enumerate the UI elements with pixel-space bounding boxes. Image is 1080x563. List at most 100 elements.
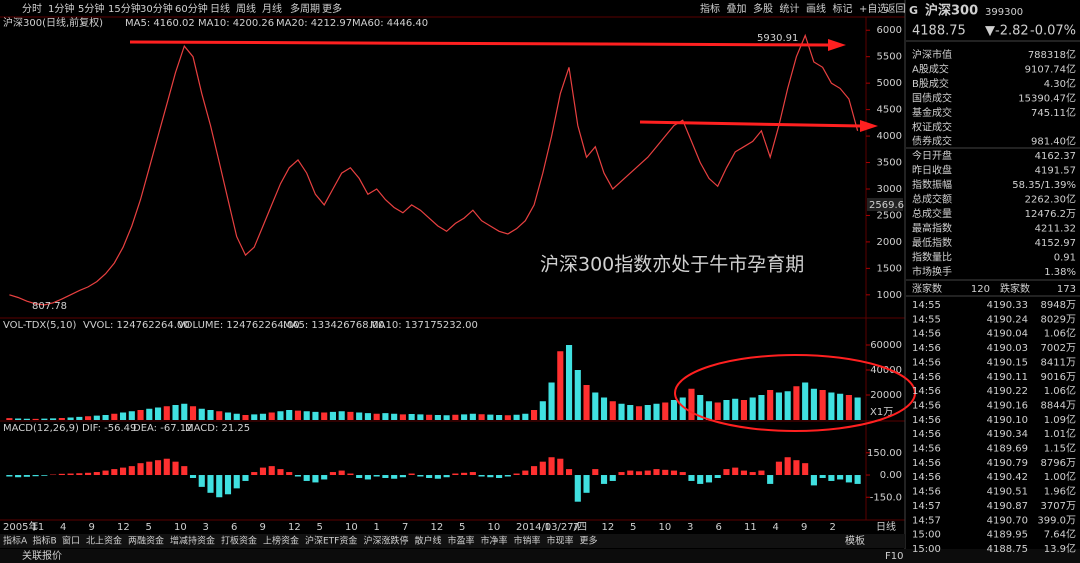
- bottom-tab[interactable]: 市现率: [547, 535, 574, 547]
- bar: [548, 382, 555, 420]
- x-tick-label: 1: [374, 522, 380, 533]
- bottom-tab[interactable]: 市盈率: [448, 535, 475, 547]
- period-tab[interactable]: 15分钟: [108, 2, 141, 15]
- bar: [522, 470, 529, 476]
- stat-label: 昨日收盘: [912, 164, 952, 177]
- y-tick-label: 2000: [877, 237, 902, 248]
- tick-price: 4189.95: [987, 530, 1028, 541]
- index-name: 沪深300: [925, 3, 978, 19]
- headline: 沪深300指数亦处于牛市孕育期: [540, 254, 804, 276]
- bar: [775, 461, 782, 476]
- bottom-tab[interactable]: 市销率: [514, 535, 541, 547]
- period-tab[interactable]: 30分钟: [140, 2, 173, 15]
- y-tick-label: 60000: [870, 340, 902, 351]
- bottom-tab[interactable]: 窗口: [62, 535, 80, 547]
- tool-button[interactable]: 多股: [753, 2, 773, 15]
- bar: [6, 418, 13, 420]
- bar: [303, 475, 310, 481]
- bar: [373, 413, 380, 420]
- price-marker: [867, 198, 903, 211]
- tick-time: 14:56: [912, 487, 941, 498]
- period-tab[interactable]: 60分钟: [175, 2, 208, 15]
- tool-button[interactable]: 画线: [806, 2, 826, 15]
- stat-value: 4152.97: [1035, 238, 1076, 249]
- tool-button[interactable]: 返回: [886, 3, 906, 15]
- tool-button[interactable]: 标记: [833, 3, 853, 15]
- tick-time: 14:56: [912, 444, 941, 455]
- tool-button[interactable]: +自选: [859, 2, 887, 15]
- bottom-tab[interactable]: 沪深ETF资金: [305, 535, 357, 547]
- tick-time: 14:56: [912, 386, 941, 397]
- y-tick-label: 4500: [877, 105, 902, 116]
- bottom-tab[interactable]: 市净率: [481, 535, 508, 547]
- bottom-tab[interactable]: 北上资金: [86, 535, 122, 547]
- bar: [417, 475, 424, 477]
- tool-button[interactable]: 指标: [700, 2, 720, 15]
- period-tab[interactable]: 多周期: [290, 2, 320, 15]
- tick-time: 15:00: [912, 544, 941, 555]
- bar: [154, 460, 162, 476]
- tick-time: 14:56: [912, 372, 941, 383]
- bottom-tab[interactable]: 两融资金: [128, 535, 164, 547]
- bar: [478, 475, 485, 477]
- bar: [583, 475, 590, 493]
- period-tab[interactable]: 分时: [22, 3, 42, 15]
- period-label: 日线: [876, 520, 896, 533]
- status-right[interactable]: F10: [885, 551, 903, 562]
- period-tab[interactable]: 日线: [210, 2, 230, 15]
- stat-label: 指数振幅: [912, 178, 952, 191]
- bar: [41, 418, 48, 420]
- tick-price: 4190.03: [987, 343, 1028, 354]
- stat-value: 15390.47亿: [1018, 91, 1076, 104]
- bar: [592, 469, 599, 476]
- bar: [627, 405, 634, 420]
- bottom-tab[interactable]: 打板资金: [221, 535, 257, 547]
- bottom-tab[interactable]: 指标A: [3, 535, 28, 547]
- y-tick-label: 4000: [877, 131, 902, 142]
- period-tab[interactable]: 周线: [236, 2, 256, 15]
- bar: [679, 472, 686, 476]
- bar: [740, 470, 748, 476]
- bar: [688, 475, 695, 481]
- bar: [364, 413, 371, 420]
- tick-time: 14:56: [912, 357, 941, 368]
- bar: [50, 418, 57, 420]
- high-label: 5930.91: [757, 33, 798, 44]
- bottom-tab[interactable]: 更多: [580, 535, 598, 547]
- bar: [76, 473, 83, 476]
- change-pct: -0.07%: [1030, 24, 1076, 39]
- last-price: 4188.75: [912, 24, 966, 39]
- bar: [41, 475, 48, 476]
- bar: [286, 410, 293, 420]
- period-tab[interactable]: 月线: [262, 2, 282, 15]
- stat-value: 12476.2万: [1025, 209, 1076, 220]
- tool-button[interactable]: 统计: [780, 2, 800, 15]
- y-tick-label: 3000: [877, 184, 902, 195]
- period-tab[interactable]: 1分钟: [48, 2, 74, 15]
- bottom-tab[interactable]: 沪深涨跌停: [364, 535, 409, 547]
- status-left[interactable]: 关联报价: [22, 549, 62, 562]
- period-tab[interactable]: 更多: [322, 2, 342, 15]
- stat-label: 最高指数: [912, 221, 952, 234]
- bar: [426, 414, 433, 420]
- arrow-head: [860, 120, 878, 132]
- bar: [242, 475, 249, 481]
- bottom-tab[interactable]: 上榜资金: [263, 535, 299, 547]
- bottom-tab[interactable]: 散户线: [415, 535, 442, 547]
- tick-price: 4190.33: [987, 300, 1028, 311]
- bar: [373, 475, 380, 477]
- tool-button[interactable]: 叠加: [727, 3, 747, 15]
- bar: [837, 393, 844, 420]
- bottom-tab[interactable]: 指标B: [33, 535, 57, 547]
- tick-volume: 8411万: [1041, 357, 1076, 368]
- bar: [784, 457, 791, 476]
- period-tab[interactable]: 5分钟: [78, 2, 104, 15]
- template-button[interactable]: 模板: [845, 534, 865, 547]
- bar: [740, 400, 748, 420]
- bottom-tab[interactable]: 增减持资金: [170, 535, 215, 547]
- bar: [600, 397, 608, 420]
- x-tick-label: 10: [174, 522, 187, 533]
- bar: [513, 414, 520, 420]
- tick-time: 14:55: [912, 314, 941, 325]
- bar: [189, 406, 197, 420]
